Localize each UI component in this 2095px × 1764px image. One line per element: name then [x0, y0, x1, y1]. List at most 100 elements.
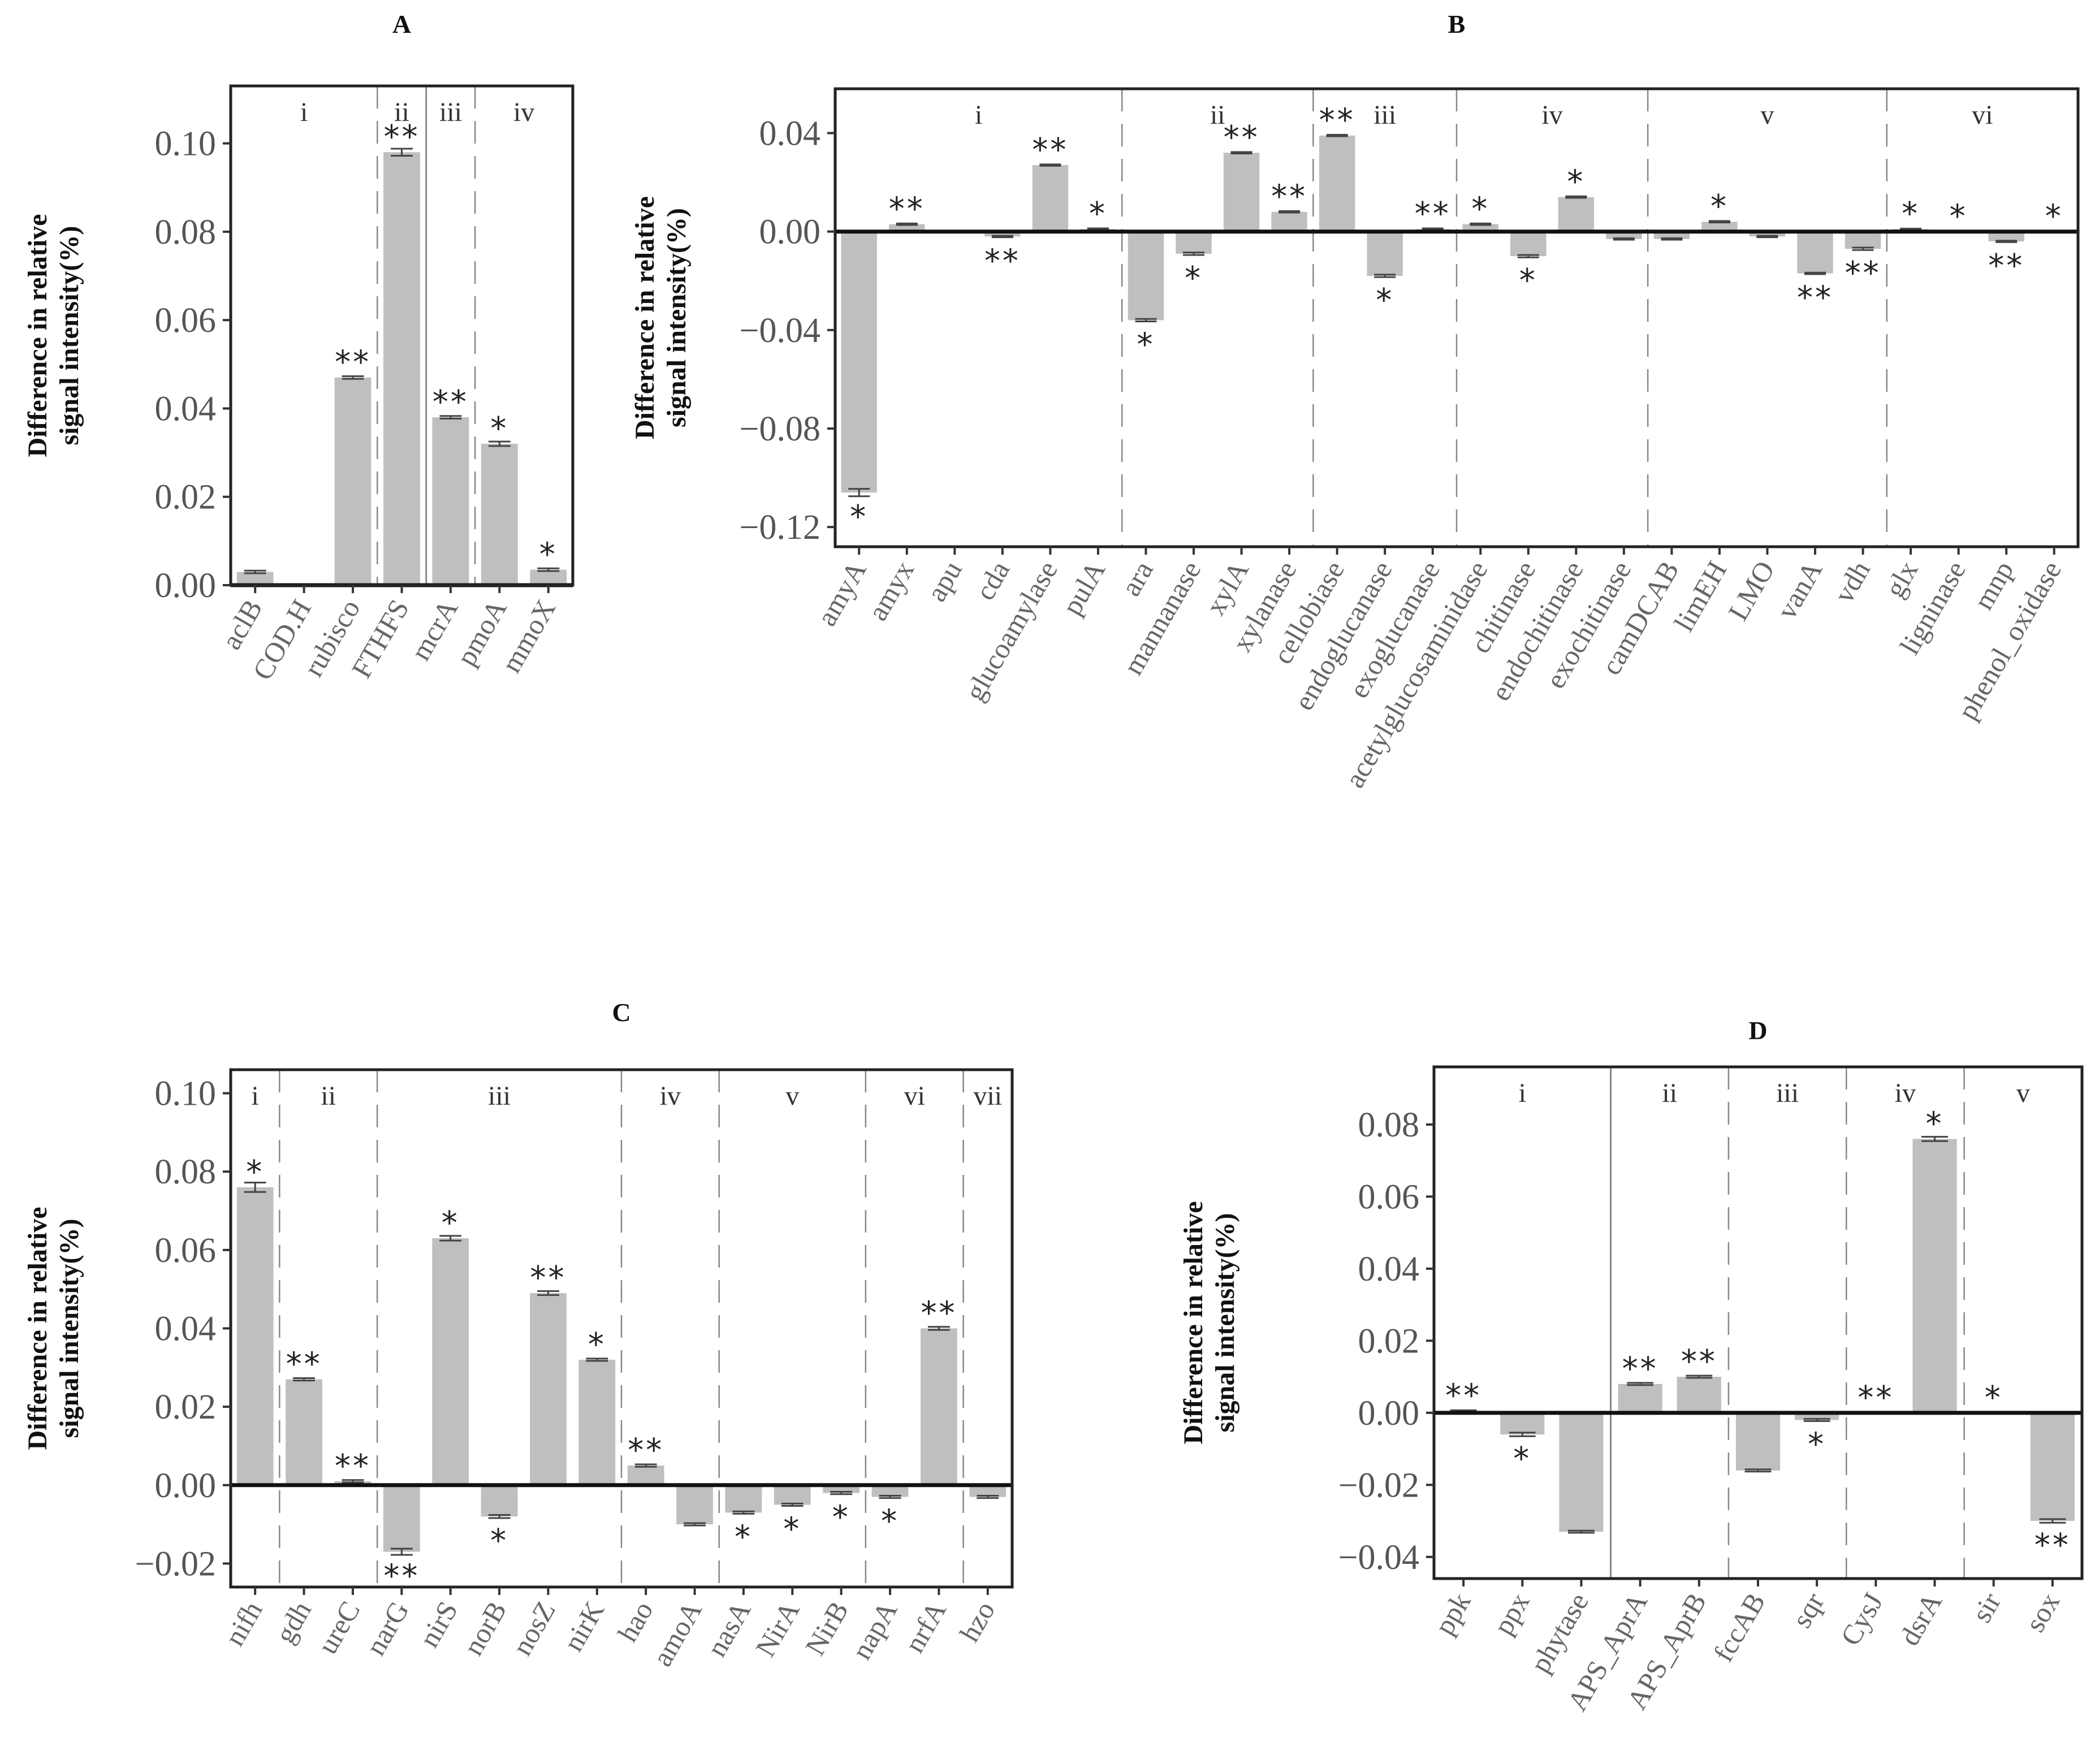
significance-marker: *: [442, 1205, 460, 1242]
y-axis-label: Difference in relative: [1178, 1201, 1208, 1444]
group-label: vi: [904, 1081, 925, 1111]
x-tick-label: ara: [1115, 556, 1159, 602]
significance-marker: *: [1513, 1441, 1531, 1477]
group-label: v: [2016, 1078, 2030, 1108]
x-tick-label: NirB: [799, 1596, 854, 1661]
significance-marker: **: [335, 344, 371, 381]
panel-title: B: [1448, 10, 1466, 38]
x-tick-label: dsrA: [1893, 1588, 1948, 1651]
y-tick-label: 0.08: [155, 1153, 217, 1191]
y-tick-label: 0.00: [155, 1467, 217, 1505]
y-tick-label: 0.06: [1358, 1178, 1420, 1216]
y-tick-label: 0.10: [155, 1075, 217, 1113]
group-label: ii: [321, 1081, 336, 1111]
bar-norB: [481, 1485, 518, 1517]
significance-marker: **: [1445, 1378, 1481, 1415]
y-tick-label: 0.10: [155, 125, 217, 163]
group-label: iii: [488, 1081, 511, 1111]
y-tick-label: 0.06: [155, 301, 217, 340]
group-label: ii: [1210, 100, 1225, 130]
significance-marker: **: [335, 1448, 371, 1485]
group-label: iii: [439, 97, 462, 127]
panel-c: C Difference in relative signal intensity(…: [23, 998, 1014, 1671]
bar-NirA: [774, 1485, 811, 1505]
bar-ppx: [1500, 1412, 1545, 1435]
significance-marker: **: [1797, 280, 1833, 317]
group-label: iv: [1895, 1078, 1916, 1108]
y-axis-label: signal intensity(%): [54, 1218, 84, 1438]
y-axis-label: signal intensity(%): [662, 208, 692, 427]
x-tick-label: ureC: [311, 1596, 366, 1659]
bar-napA: [871, 1485, 909, 1497]
panel-title: D: [1748, 1016, 1767, 1045]
x-tick-label: amyA: [810, 556, 872, 632]
significance-marker: *: [2045, 198, 2063, 235]
x-tick-label: NirA: [749, 1596, 806, 1662]
significance-marker: *: [1567, 164, 1585, 201]
x-tick-label: fccAB: [1707, 1588, 1772, 1667]
bar-mannanase: [1176, 231, 1212, 254]
group-label: ii: [394, 97, 409, 127]
y-tick-label: 0.04: [155, 390, 217, 428]
significance-marker: *: [1926, 1105, 1944, 1142]
significance-marker: *: [588, 1326, 606, 1363]
plot-frame: [833, 87, 2080, 548]
bar-APS_AprA: [1618, 1383, 1662, 1413]
x-tick-label: sox: [2019, 1588, 2066, 1637]
significance-marker: *: [1985, 1380, 2003, 1416]
bar-aclB: [236, 572, 274, 585]
bar-amoA: [676, 1485, 713, 1525]
bar-vdh: [1845, 231, 1881, 249]
x-tick-label: ppk: [1428, 1588, 1477, 1640]
x-tick-label: nifh: [218, 1596, 269, 1651]
group-label: v: [785, 1081, 799, 1111]
plot-frame: [1432, 1065, 2084, 1580]
bar-glucoamylase: [1032, 165, 1069, 232]
significance-marker: **: [384, 119, 420, 155]
significance-marker: **: [889, 191, 925, 228]
significance-marker: *: [1376, 282, 1394, 319]
bar-sox: [2030, 1412, 2075, 1521]
bar-nifh: [236, 1187, 274, 1485]
x-tick-label: nrfA: [898, 1596, 952, 1658]
x-tick-label: glx: [1878, 556, 1924, 603]
significance-marker: *: [1519, 262, 1537, 299]
x-tick-label: pulA: [1056, 555, 1111, 620]
significance-marker: *: [832, 1499, 850, 1536]
bar-mcrA: [432, 417, 469, 585]
y-tick-label: 0.04: [155, 1310, 217, 1348]
y-axis-label: Difference in relative: [23, 1207, 53, 1450]
y-tick-label: 0.00: [759, 213, 821, 252]
bar-APS_AprB: [1677, 1377, 1721, 1413]
bar-endochitinase: [1558, 197, 1595, 232]
y-tick-label: 0.08: [155, 213, 217, 252]
bar-chitinase: [1510, 231, 1547, 257]
significance-marker: *: [850, 499, 868, 535]
group-label: ii: [1662, 1078, 1677, 1108]
significance-marker: **: [286, 1346, 322, 1383]
bar-gdh: [286, 1379, 322, 1485]
significance-marker: **: [1681, 1343, 1717, 1380]
significance-marker: **: [921, 1295, 957, 1332]
bar-nirS: [432, 1238, 469, 1485]
bar-fccAB: [1735, 1412, 1781, 1471]
panel-a: A Difference in relative signal intensity(…: [23, 10, 574, 685]
bar-endoglucanase: [1367, 231, 1403, 276]
bar-nasA: [725, 1485, 762, 1513]
x-tick-label: nosZ: [506, 1596, 561, 1661]
y-axis-label: signal intensity(%): [1210, 1213, 1240, 1432]
x-tick-label: vdh: [1828, 556, 1876, 608]
bar-mmoX: [530, 569, 567, 585]
significance-marker: **: [433, 384, 469, 421]
x-tick-label: sir: [1966, 1587, 2007, 1628]
x-tick-label: sqr: [1786, 1587, 1830, 1633]
x-tick-label: narG: [359, 1596, 414, 1661]
x-tick-label: gdh: [269, 1596, 317, 1649]
bar-hzo: [969, 1485, 1007, 1497]
significance-marker: **: [1032, 132, 1068, 168]
y-tick-label: 0.06: [155, 1231, 217, 1270]
y-tick-label: −0.08: [740, 410, 820, 448]
x-tick-label: nirS: [413, 1596, 464, 1653]
bar-amyA: [841, 231, 877, 493]
